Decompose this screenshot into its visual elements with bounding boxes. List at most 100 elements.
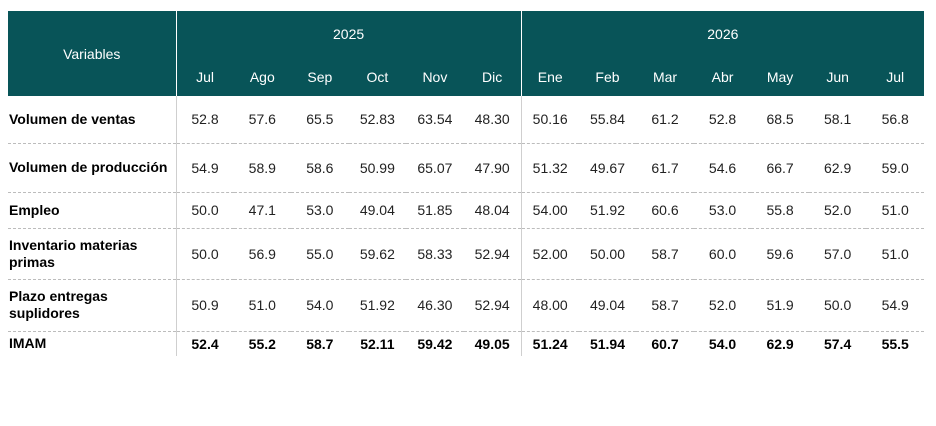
value-cell: 49.05 bbox=[463, 331, 522, 356]
value-cell: 54.0 bbox=[291, 279, 349, 332]
value-cell: 60.6 bbox=[636, 192, 694, 229]
value-cell: 55.5 bbox=[866, 331, 924, 356]
value-cell: 57.0 bbox=[808, 228, 867, 280]
value-cell: 57.6 bbox=[233, 96, 292, 144]
value-cell: 49.67 bbox=[578, 143, 637, 193]
value-cell: 58.1 bbox=[808, 96, 867, 144]
imam-table: Variables 2025 2026 Jul Ago Sep Oct Nov Dic En… bbox=[8, 11, 924, 356]
table-row: Volumen de producción 54.9 58.9 58.6 50.99 65… bbox=[8, 143, 924, 193]
value-cell: 52.11 bbox=[348, 331, 407, 356]
value-cell: 50.0 bbox=[808, 279, 867, 332]
table-row: Plazo entregas suplidores 50.9 51.0 54.0 51.… bbox=[8, 279, 924, 332]
value-cell: 58.6 bbox=[291, 143, 349, 193]
value-cell: 49.04 bbox=[578, 279, 637, 332]
value-cell: 55.2 bbox=[233, 331, 292, 356]
value-cell: 51.85 bbox=[406, 192, 464, 229]
value-cell: 63.54 bbox=[406, 96, 464, 144]
month-header: Jul bbox=[866, 57, 924, 96]
value-cell: 65.07 bbox=[406, 143, 464, 193]
value-cell: 54.9 bbox=[866, 279, 924, 332]
value-cell: 59.62 bbox=[348, 228, 407, 280]
value-cell: 58.33 bbox=[406, 228, 464, 280]
value-cell: 48.04 bbox=[463, 192, 522, 229]
table-row: Volumen de ventas 52.8 57.6 65.5 52.83 63.54 4… bbox=[8, 96, 924, 144]
month-header: Nov bbox=[406, 57, 464, 96]
row-label: Volumen de producción bbox=[8, 143, 177, 193]
value-cell: 50.0 bbox=[176, 228, 234, 280]
value-cell: 54.00 bbox=[521, 192, 579, 229]
table-row: IMAM 52.4 55.2 58.7 52.11 59.42 49.05 51.24 51.9… bbox=[8, 331, 924, 356]
value-cell: 50.00 bbox=[578, 228, 637, 280]
value-cell: 49.04 bbox=[348, 192, 407, 229]
value-cell: 55.8 bbox=[751, 192, 809, 229]
value-cell: 61.2 bbox=[636, 96, 694, 144]
value-cell: 52.94 bbox=[463, 228, 522, 280]
row-label: Plazo entregas suplidores bbox=[8, 279, 177, 332]
value-cell: 60.7 bbox=[636, 331, 694, 356]
value-cell: 51.94 bbox=[578, 331, 637, 356]
table-row: Empleo 50.0 47.1 53.0 49.04 51.85 48.04 54.00 51… bbox=[8, 192, 924, 229]
value-cell: 52.0 bbox=[693, 279, 752, 332]
value-cell: 56.9 bbox=[233, 228, 292, 280]
value-cell: 47.90 bbox=[463, 143, 522, 193]
value-cell: 48.00 bbox=[521, 279, 579, 332]
month-header: Ene bbox=[521, 57, 579, 96]
month-header: May bbox=[751, 57, 809, 96]
row-label: Volumen de ventas bbox=[8, 96, 177, 144]
value-cell: 48.30 bbox=[463, 96, 522, 144]
value-cell: 59.6 bbox=[751, 228, 809, 280]
value-cell: 52.0 bbox=[808, 192, 867, 229]
value-cell: 51.92 bbox=[578, 192, 637, 229]
value-cell: 61.7 bbox=[636, 143, 694, 193]
value-cell: 46.30 bbox=[406, 279, 464, 332]
value-cell: 60.0 bbox=[693, 228, 752, 280]
value-cell: 47.1 bbox=[233, 192, 292, 229]
value-cell: 51.9 bbox=[751, 279, 809, 332]
value-cell: 58.7 bbox=[291, 331, 349, 356]
value-cell: 51.24 bbox=[521, 331, 579, 356]
year-header-2026: 2026 bbox=[521, 11, 924, 57]
value-cell: 52.8 bbox=[176, 96, 234, 144]
value-cell: 62.9 bbox=[751, 331, 809, 356]
value-cell: 56.8 bbox=[866, 96, 924, 144]
value-cell: 55.84 bbox=[578, 96, 637, 144]
value-cell: 53.0 bbox=[693, 192, 752, 229]
value-cell: 65.5 bbox=[291, 96, 349, 144]
table-row: Inventario materias primas 50.0 56.9 55.0 59… bbox=[8, 228, 924, 280]
value-cell: 52.83 bbox=[348, 96, 407, 144]
value-cell: 54.0 bbox=[693, 331, 752, 356]
value-cell: 59.42 bbox=[406, 331, 464, 356]
value-cell: 55.0 bbox=[291, 228, 349, 280]
month-header: Dic bbox=[463, 57, 522, 96]
value-cell: 50.99 bbox=[348, 143, 407, 193]
value-cell: 68.5 bbox=[751, 96, 809, 144]
value-cell: 58.7 bbox=[636, 228, 694, 280]
value-cell: 52.8 bbox=[693, 96, 752, 144]
value-cell: 66.7 bbox=[751, 143, 809, 193]
value-cell: 54.9 bbox=[176, 143, 234, 193]
value-cell: 58.9 bbox=[233, 143, 292, 193]
month-header: Mar bbox=[636, 57, 694, 96]
year-header-2025: 2025 bbox=[176, 11, 522, 57]
variables-header: Variables bbox=[8, 11, 177, 96]
value-cell: 51.0 bbox=[866, 228, 924, 280]
value-cell: 54.6 bbox=[693, 143, 752, 193]
value-cell: 50.9 bbox=[176, 279, 234, 332]
month-header: Oct bbox=[348, 57, 407, 96]
month-header: Feb bbox=[578, 57, 637, 96]
month-header-row: Jul Ago Sep Oct Nov Dic Ene Feb Mar Abr May Jun Jul bbox=[8, 57, 924, 96]
month-header: Ago bbox=[233, 57, 292, 96]
value-cell: 52.94 bbox=[463, 279, 522, 332]
value-cell: 51.0 bbox=[233, 279, 292, 332]
row-label: Inventario materias primas bbox=[8, 228, 177, 280]
row-label: Empleo bbox=[8, 192, 177, 229]
table-body: Volumen de ventas 52.8 57.6 65.5 52.83 63.54 4… bbox=[8, 96, 924, 356]
month-header: Jun bbox=[808, 57, 867, 96]
value-cell: 53.0 bbox=[291, 192, 349, 229]
value-cell: 51.0 bbox=[866, 192, 924, 229]
value-cell: 59.0 bbox=[866, 143, 924, 193]
month-header: Sep bbox=[291, 57, 349, 96]
value-cell: 50.0 bbox=[176, 192, 234, 229]
row-label: IMAM bbox=[8, 331, 177, 356]
value-cell: 50.16 bbox=[521, 96, 579, 144]
